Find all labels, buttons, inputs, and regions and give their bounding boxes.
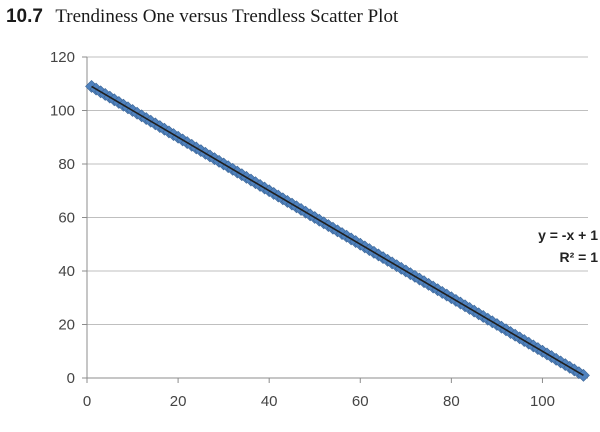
x-tick-label: 80 — [443, 393, 460, 410]
y-tick-label: 60 — [58, 210, 75, 227]
y-tick-label: 80 — [58, 156, 75, 173]
trendline-label: y = -x + 1 R² = 1 — [538, 227, 598, 265]
figure-number: E 10.7 — [0, 6, 43, 27]
x-tick: 60 — [352, 378, 369, 410]
y-tick: 0 — [67, 370, 87, 387]
trendline-r-squared: R² = 1 — [559, 249, 598, 265]
y-tick: 40 — [58, 263, 87, 280]
trendline-equation: y = -x + 1 — [538, 227, 598, 243]
y-axis: 0 20 40 60 80 100 120 — [50, 49, 88, 387]
y-gridlines — [87, 56, 588, 325]
x-tick-label: 60 — [352, 393, 369, 410]
x-tick-label: 40 — [261, 393, 278, 410]
x-tick: 80 — [443, 378, 460, 410]
y-tick-label: 40 — [58, 263, 75, 280]
x-tick: 100 — [530, 378, 555, 410]
y-tick-label: 100 — [50, 103, 75, 120]
x-tick-label: 0 — [83, 393, 91, 410]
figure-caption: E 10.7 Trendiness One versus Trendless S… — [0, 4, 398, 30]
trendline — [91, 85, 584, 377]
y-tick-label: 20 — [58, 317, 75, 334]
x-tick: 0 — [83, 378, 91, 410]
x-axis: 0 20 40 60 80 100 — [83, 377, 588, 410]
x-tick-label: 20 — [170, 393, 187, 410]
y-tick-label: 0 — [67, 370, 75, 387]
y-tick: 20 — [58, 317, 87, 334]
y-tick-label: 120 — [50, 49, 75, 66]
x-tick: 20 — [170, 378, 187, 410]
y-tick: 100 — [50, 103, 87, 120]
y-tick: 80 — [58, 156, 87, 173]
figure-title: Trendiness One versus Trendless Scatter … — [55, 6, 399, 27]
x-tick-label: 100 — [530, 393, 555, 410]
y-tick: 120 — [50, 49, 87, 66]
x-tick: 40 — [261, 378, 278, 410]
y-tick: 60 — [58, 210, 87, 227]
